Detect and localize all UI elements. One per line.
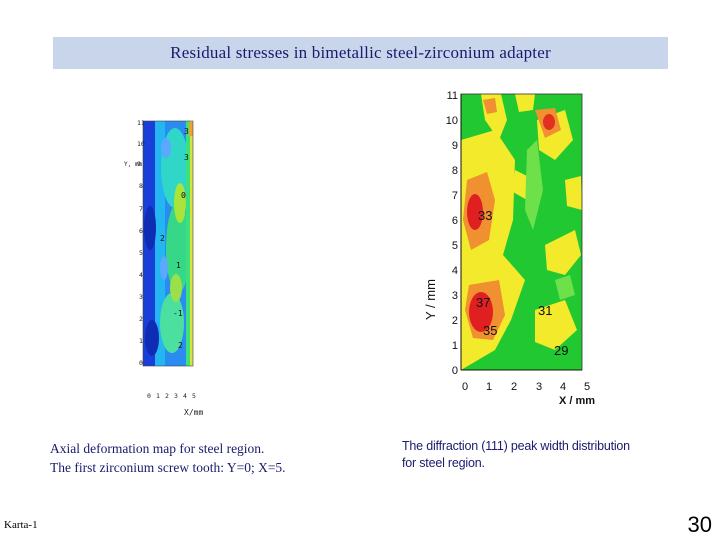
left-contour-label: 3: [184, 127, 189, 136]
left-contour-label: 2: [160, 234, 165, 243]
left-y-tick: 10: [137, 140, 145, 148]
right-y-tick: 5: [452, 240, 458, 252]
right-contour-labels: 33 37 35 31 29: [476, 208, 568, 358]
right-caption: The diffraction (111) peak width distrib…: [402, 438, 702, 472]
right-contour-label: 37: [476, 295, 490, 310]
left-y-tick: 9: [137, 160, 141, 168]
footer-label: Karta-1: [4, 519, 38, 531]
left-x-tick: 5: [192, 392, 196, 400]
right-contour-field: [461, 94, 582, 370]
right-y-label: Y / mm: [423, 279, 438, 320]
left-y-tick: 2: [139, 315, 143, 323]
right-contour-label: 29: [554, 343, 568, 358]
right-y-tick: 1: [452, 340, 458, 352]
right-caption-line: The diffraction (111) peak width distrib…: [402, 439, 630, 453]
left-y-tick: 8: [139, 182, 143, 190]
left-y-tick: 4: [139, 271, 143, 279]
right-y-ticks: 0 1 2 3 4 5 6 7 8 9 10 11: [446, 90, 458, 377]
right-contour-label: 33: [478, 208, 492, 223]
right-y-tick: 11: [447, 90, 458, 102]
right-caption-line: for steel region.: [402, 456, 485, 470]
left-x-tick: 4: [183, 392, 187, 400]
left-caption: Axial deformation map for steel region. …: [50, 439, 370, 477]
left-y-tick: 7: [139, 205, 143, 213]
right-y-tick: 0: [452, 365, 458, 377]
right-y-tick: 4: [452, 265, 458, 277]
left-map-frame: [142, 120, 194, 367]
left-caption-line: The first zirconium screw tooth: Y=0; X=…: [50, 460, 286, 475]
left-y-ticks: 11 10 9 8 7 6 5 4 3 2 1 0: [137, 119, 145, 367]
axial-deformation-map: 11 10 9 8 7 6 5 4 3 2 1 0 Y, mm 3 3 0 2 …: [124, 119, 203, 417]
right-y-tick: 8: [452, 165, 458, 177]
left-x-tick: 3: [174, 392, 178, 400]
left-contour-label: 3: [184, 153, 189, 162]
right-x-label: X / mm: [559, 395, 595, 407]
title-bar: Residual stresses in bimetallic steel-zi…: [53, 37, 668, 69]
left-contour-labels: 3 3 0 2 1 -1 2: [160, 127, 189, 350]
right-y-tick: 9: [452, 140, 458, 152]
left-contour-label: -1: [173, 309, 183, 318]
right-x-tick: 1: [486, 381, 492, 393]
left-x-label: X/mm: [184, 408, 203, 417]
left-y-tick: 0: [139, 359, 143, 367]
right-x-tick: 5: [584, 381, 590, 393]
slide-title: Residual stresses in bimetallic steel-zi…: [170, 43, 551, 62]
left-contour-label: 1: [176, 261, 181, 270]
left-y-tick: 3: [139, 293, 143, 301]
right-x-tick: 0: [462, 381, 468, 393]
peak-width-map: 0 1 2 3 4 5 6 7 8 9 10 11 Y / mm 0 1 2 3…: [423, 90, 595, 407]
right-x-tick: 3: [536, 381, 542, 393]
right-x-tick: 4: [560, 381, 566, 393]
left-x-tick: 0: [147, 392, 151, 400]
right-contour-label: 35: [483, 323, 497, 338]
right-y-tick: 6: [452, 215, 458, 227]
left-x-tick: 2: [165, 392, 169, 400]
right-y-tick: 3: [452, 290, 458, 302]
right-y-tick: 7: [452, 190, 458, 202]
left-y-tick: 11: [137, 119, 145, 127]
left-y-tick: 1: [139, 337, 143, 345]
left-contour-label: 0: [181, 191, 186, 200]
right-x-tick: 2: [511, 381, 517, 393]
right-x-ticks: 0 1 2 3 4 5: [462, 381, 590, 393]
left-x-ticks: 0 1 2 3 4 5: [147, 392, 196, 400]
left-contour-label: 2: [178, 341, 183, 350]
page-number: 30: [687, 512, 712, 537]
right-y-tick: 10: [446, 115, 458, 127]
right-contour-label: 31: [538, 303, 552, 318]
left-x-tick: 1: [156, 392, 160, 400]
right-y-tick: 2: [452, 315, 458, 327]
left-y-tick: 5: [139, 249, 143, 257]
left-caption-line: Axial deformation map for steel region.: [50, 441, 265, 456]
left-contour-field: [143, 121, 193, 366]
left-y-label: Y, mm: [124, 161, 142, 168]
left-y-tick: 6: [139, 227, 143, 235]
